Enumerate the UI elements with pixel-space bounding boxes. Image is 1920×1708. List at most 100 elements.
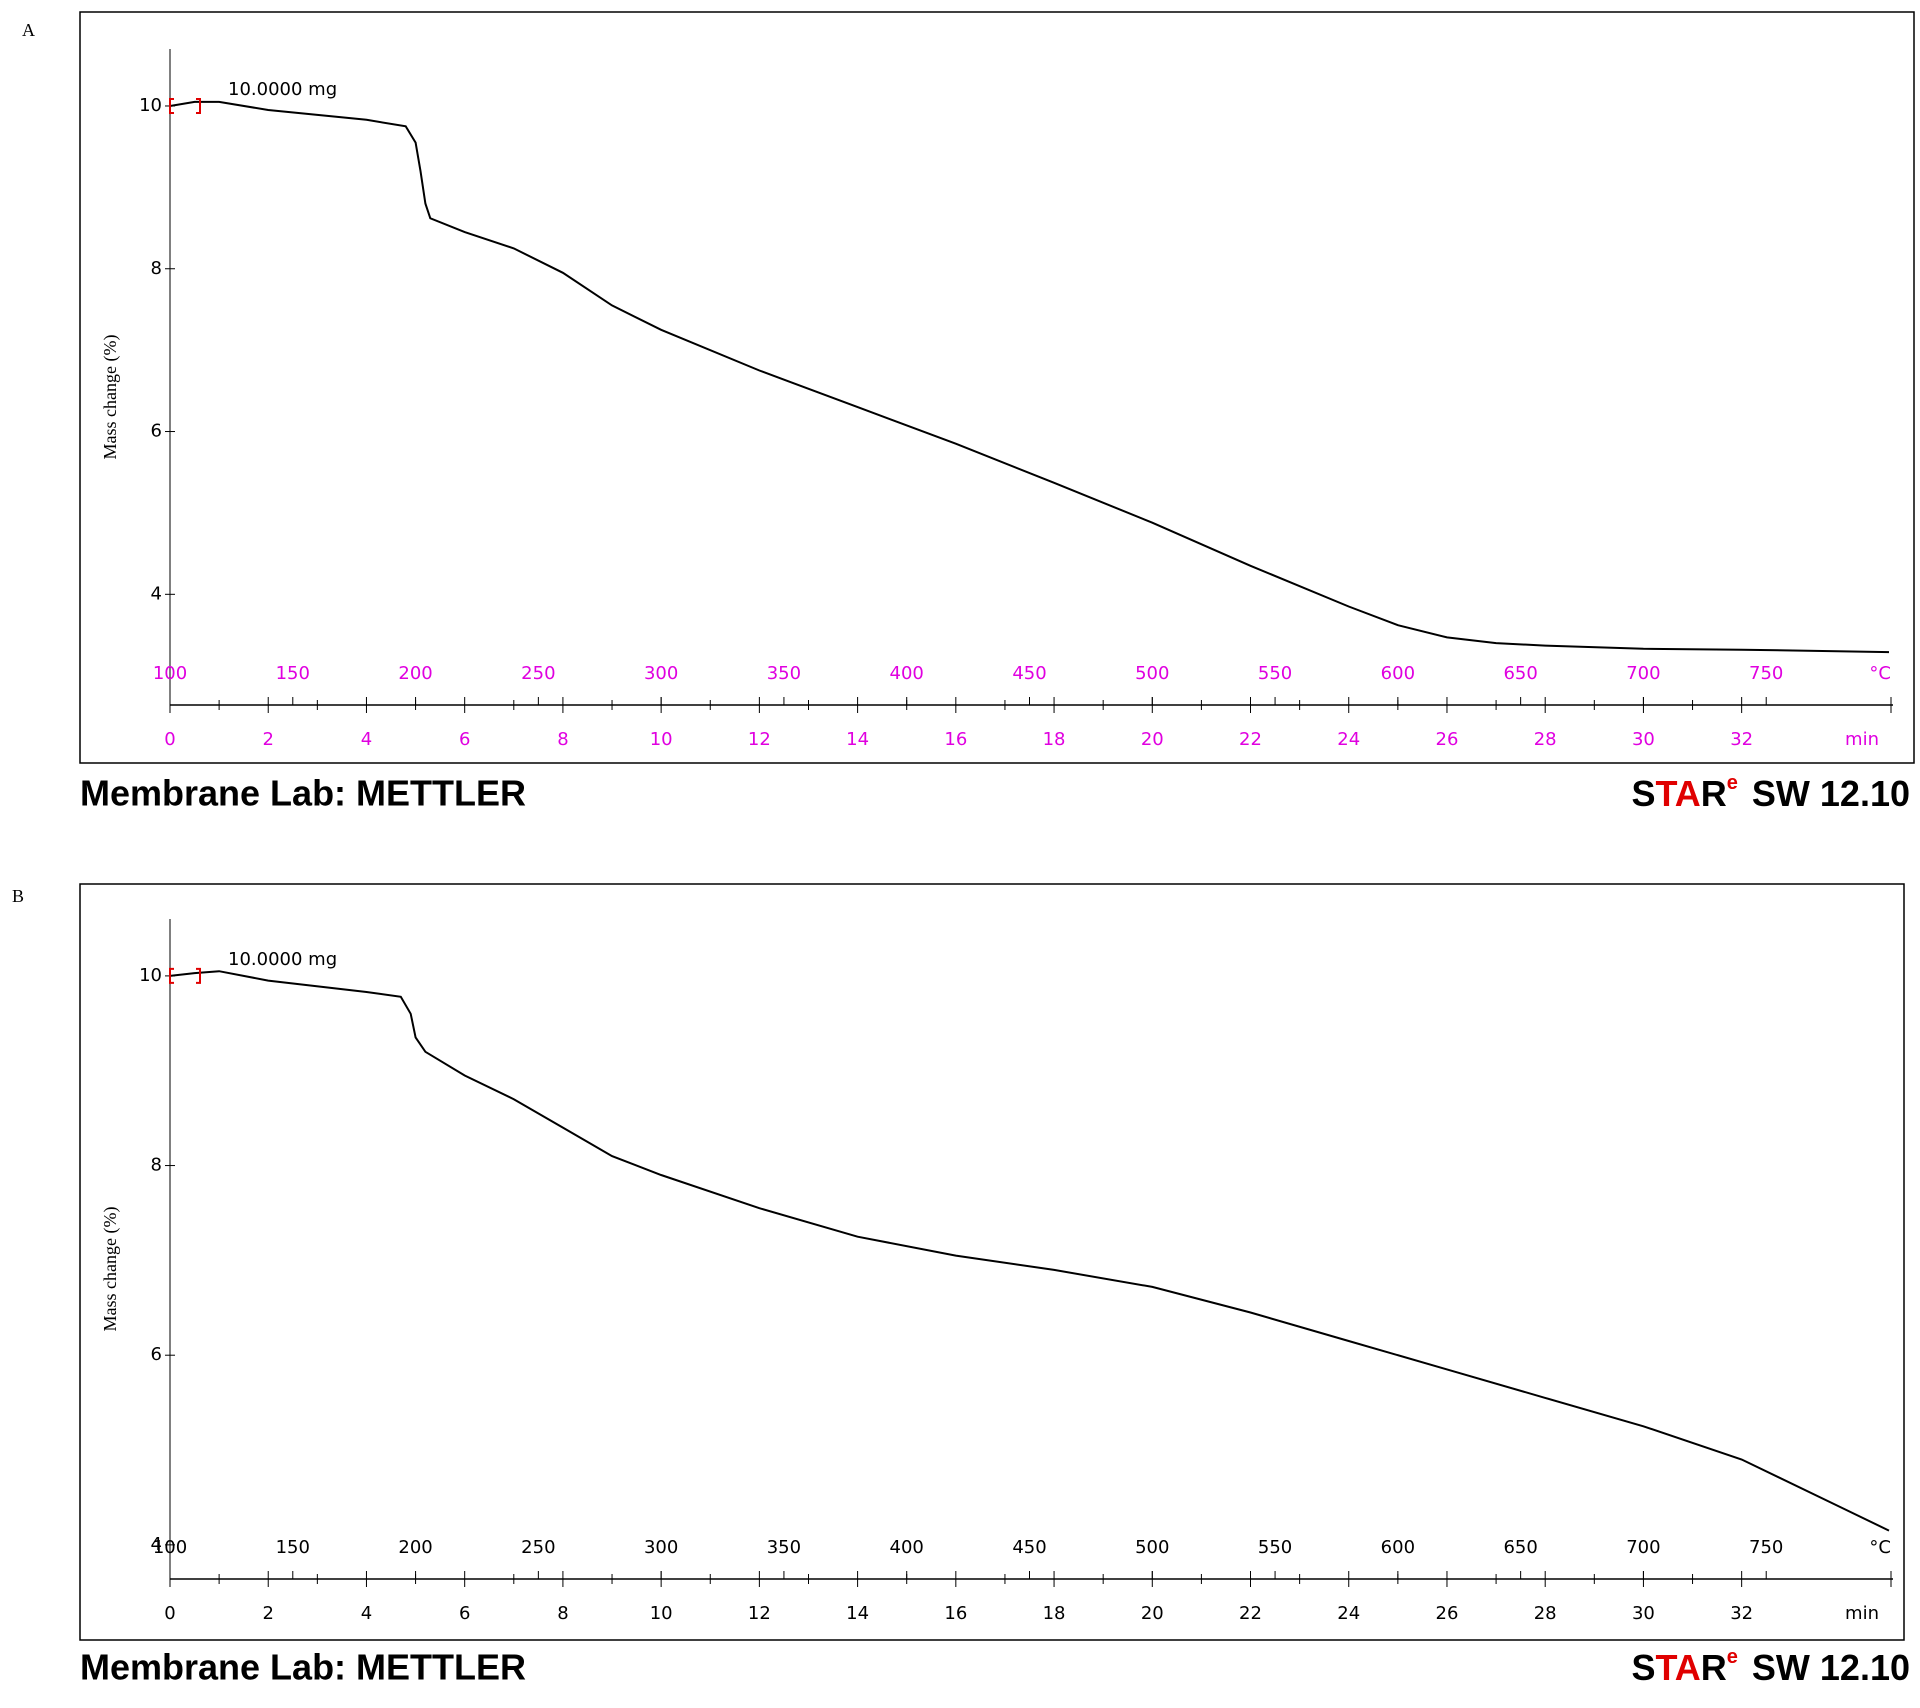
annotation: 10.0000 mg: [228, 949, 337, 970]
x2-tick-label: 100: [153, 663, 187, 684]
plot-frame: [79, 11, 1915, 764]
version: SW 12.10: [1752, 1647, 1910, 1688]
x-tick-label: 14: [846, 1603, 869, 1624]
x-tick-label: 20: [1141, 1603, 1164, 1624]
x-tick-label: 8: [557, 1603, 568, 1624]
x-tick-label: 26: [1436, 1603, 1459, 1624]
footer-software: STARe SW 12.10: [1631, 1646, 1910, 1687]
x-tick-label: 14: [846, 729, 869, 750]
x-tick-label: 30: [1632, 1603, 1655, 1624]
x-tick-label: 6: [459, 729, 470, 750]
annotation: 10.0000 mg: [228, 79, 337, 100]
x2-tick-label: 500: [1135, 663, 1169, 684]
x-tick-label: 28: [1534, 729, 1557, 750]
x2-tick-label: 250: [521, 1537, 555, 1558]
x2-tick-label: 650: [1503, 1537, 1537, 1558]
x-tick-label: 12: [748, 729, 771, 750]
brand-part: R: [1701, 1647, 1727, 1688]
x-tick-label: 22: [1239, 1603, 1262, 1624]
x2-tick-label: 200: [398, 663, 432, 684]
x-tick-label: 16: [944, 729, 967, 750]
x-tick-label: 24: [1337, 1603, 1360, 1624]
x2-tick-label: 550: [1258, 1537, 1292, 1558]
x2-tick-label: 350: [767, 663, 801, 684]
x2-tick-label: 700: [1626, 1537, 1660, 1558]
brand-part: TA: [1655, 773, 1700, 814]
x2-tick-label: 700: [1626, 663, 1660, 684]
start-marker: [169, 967, 201, 984]
y-tick-label: 8: [151, 1155, 162, 1176]
x2-tick-label: 650: [1503, 663, 1537, 684]
x-unit: min: [1845, 1603, 1879, 1624]
x2-tick-label: 350: [767, 1537, 801, 1558]
x-tick-label: 18: [1043, 1603, 1066, 1624]
x2-tick-label: 300: [644, 663, 678, 684]
x2-tick-label: 750: [1749, 1537, 1783, 1558]
x-tick-label: 8: [557, 729, 568, 750]
plot-frame: [79, 883, 1905, 1641]
brand-sup: e: [1727, 772, 1738, 794]
x-tick-label: 32: [1730, 1603, 1753, 1624]
x2-unit: °C: [1869, 1537, 1891, 1558]
x2-tick-label: 150: [276, 663, 310, 684]
mass-curve: [169, 970, 1890, 1532]
panel-label: B: [12, 886, 24, 906]
x-tick-label: 30: [1632, 729, 1655, 750]
brand-part: S: [1631, 1647, 1655, 1688]
footer-software: STARe SW 12.10: [1631, 772, 1910, 813]
x-tick-label: 28: [1534, 1603, 1557, 1624]
x2-tick-label: 100: [153, 1537, 187, 1558]
y-tick-label: 10: [139, 965, 162, 986]
y-tick-label: 10: [139, 95, 162, 116]
x2-tick-label: 450: [1012, 1537, 1046, 1558]
x2-tick-label: 150: [276, 1537, 310, 1558]
x2-tick-label: 200: [398, 1537, 432, 1558]
x-tick-label: 16: [944, 1603, 967, 1624]
x2-tick-label: 600: [1381, 1537, 1415, 1558]
y-tick-label: 8: [151, 258, 162, 279]
x-tick-label: 4: [361, 729, 372, 750]
brand-part: R: [1701, 773, 1727, 814]
panel-label: A: [22, 20, 35, 40]
start-marker: [169, 97, 201, 114]
x-tick-label: 12: [748, 1603, 771, 1624]
x-tick-label: 4: [361, 1603, 372, 1624]
x2-tick-label: 450: [1012, 663, 1046, 684]
x-tick-label: 20: [1141, 729, 1164, 750]
brand-part: TA: [1655, 1647, 1700, 1688]
x-unit: min: [1845, 729, 1879, 750]
version: SW 12.10: [1752, 773, 1910, 814]
footer-lab: Membrane Lab: METTLER: [80, 773, 526, 814]
x2-tick-label: 400: [890, 1537, 924, 1558]
x-tick-label: 26: [1436, 729, 1459, 750]
y-tick-label: 4: [151, 1534, 162, 1555]
brand-sup: e: [1727, 1646, 1738, 1668]
x-tick-label: 32: [1730, 729, 1753, 750]
x2-tick-label: 400: [890, 663, 924, 684]
x2-tick-label: 600: [1381, 663, 1415, 684]
x2-unit: °C: [1869, 663, 1891, 684]
x-tick-label: 24: [1337, 729, 1360, 750]
x2-tick-label: 250: [521, 663, 555, 684]
x-tick-label: 10: [650, 729, 673, 750]
x-tick-label: 2: [263, 1603, 274, 1624]
x2-tick-label: 550: [1258, 663, 1292, 684]
x-tick-label: 0: [164, 1603, 175, 1624]
x-tick-label: 6: [459, 1603, 470, 1624]
y-tick-label: 6: [151, 421, 162, 442]
y-tick-label: 6: [151, 1344, 162, 1365]
y-axis-label: Mass change (%): [100, 1207, 121, 1332]
x-tick-label: 10: [650, 1603, 673, 1624]
x2-tick-label: 500: [1135, 1537, 1169, 1558]
x-tick-label: 22: [1239, 729, 1262, 750]
footer-lab: Membrane Lab: METTLER: [80, 1647, 526, 1688]
brand-part: S: [1631, 773, 1655, 814]
x2-tick-label: 300: [644, 1537, 678, 1558]
y-tick-label: 4: [151, 583, 162, 604]
y-axis-label: Mass change (%): [100, 335, 121, 460]
x2-tick-label: 750: [1749, 663, 1783, 684]
x-tick-label: 18: [1043, 729, 1066, 750]
x-tick-label: 0: [164, 729, 175, 750]
mass-curve: [169, 100, 1890, 654]
